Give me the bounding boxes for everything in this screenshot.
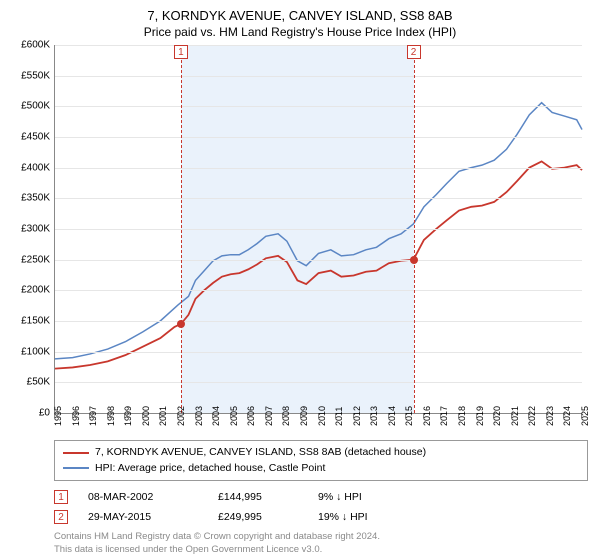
header: 7, KORNDYK AVENUE, CANVEY ISLAND, SS8 8A…	[12, 8, 588, 39]
plot-area: 12	[54, 45, 582, 414]
page-subtitle: Price paid vs. HM Land Registry's House …	[12, 25, 588, 39]
x-tick-label: 2021	[510, 406, 520, 426]
y-tick-label: £100K	[21, 346, 50, 357]
event-marker: 2	[407, 45, 421, 59]
x-tick-label: 2002	[176, 406, 186, 426]
sale-date: 29-MAY-2015	[88, 511, 198, 523]
legend: 7, KORNDYK AVENUE, CANVEY ISLAND, SS8 8A…	[54, 440, 588, 482]
gridline	[55, 352, 582, 353]
gridline	[55, 106, 582, 107]
sale-point-icon	[177, 320, 185, 328]
gridline	[55, 45, 582, 46]
y-tick-label: £600K	[21, 40, 50, 51]
event-marker: 1	[174, 45, 188, 59]
footer: Contains HM Land Registry data © Crown c…	[54, 531, 588, 556]
x-tick-label: 2018	[457, 406, 467, 426]
y-tick-label: £300K	[21, 224, 50, 235]
x-tick-label: 2010	[317, 406, 327, 426]
footer-line-2: This data is licensed under the Open Gov…	[54, 544, 588, 556]
x-tick-label: 2024	[562, 406, 572, 426]
x-tick-label: 2012	[352, 406, 362, 426]
x-tick-label: 2017	[439, 406, 449, 426]
gridline	[55, 137, 582, 138]
x-tick-label: 1995	[53, 406, 63, 426]
sale-row: 1 08-MAR-2002 £144,995 9% ↓ HPI	[54, 487, 588, 507]
x-tick-label: 2016	[422, 406, 432, 426]
y-tick-label: £400K	[21, 162, 50, 173]
legend-label-hpi: HPI: Average price, detached house, Cast…	[95, 461, 325, 477]
x-tick-label: 2014	[387, 406, 397, 426]
x-tick-label: 2015	[404, 406, 414, 426]
x-tick-label: 2004	[211, 406, 221, 426]
legend-swatch-property	[63, 452, 89, 454]
y-tick-label: £0	[39, 408, 50, 419]
y-tick-label: £350K	[21, 193, 50, 204]
sale-badge: 1	[54, 490, 68, 504]
y-tick-label: £50K	[27, 377, 50, 388]
y-axis: £0£50K£100K£150K£200K£250K£300K£350K£400…	[12, 45, 54, 414]
legend-item-property: 7, KORNDYK AVENUE, CANVEY ISLAND, SS8 8A…	[63, 445, 579, 461]
sale-diff: 19% ↓ HPI	[318, 511, 408, 523]
price-chart: £0 £50K £100K £150K £200K £250K £300K £350K £400…	[12, 45, 588, 434]
gridline	[55, 290, 582, 291]
x-tick-label: 1998	[106, 406, 116, 426]
gridline	[55, 260, 582, 261]
gridline	[55, 321, 582, 322]
y-tick-label: £250K	[21, 254, 50, 265]
sale-date: 08-MAR-2002	[88, 491, 198, 503]
event-line	[181, 45, 182, 413]
x-tick-label: 2025	[580, 406, 590, 426]
footer-line-1: Contains HM Land Registry data © Crown c…	[54, 531, 588, 543]
event-line	[414, 45, 415, 413]
x-tick-label: 2005	[229, 406, 239, 426]
sale-price: £249,995	[218, 511, 298, 523]
x-axis: 1995199619971998199920002001200220032004…	[54, 414, 582, 434]
y-tick-label: £500K	[21, 101, 50, 112]
y-tick-label: £450K	[21, 132, 50, 143]
x-tick-label: 2013	[369, 406, 379, 426]
gridline	[55, 229, 582, 230]
x-tick-label: 2020	[492, 406, 502, 426]
x-tick-label: 2001	[158, 406, 168, 426]
y-tick-label: £150K	[21, 316, 50, 327]
x-tick-label: 2023	[545, 406, 555, 426]
sale-diff: 9% ↓ HPI	[318, 491, 408, 503]
x-tick-label: 2019	[475, 406, 485, 426]
x-tick-label: 2009	[299, 406, 309, 426]
sale-row: 2 29-MAY-2015 £249,995 19% ↓ HPI	[54, 507, 588, 527]
sales-table: 1 08-MAR-2002 £144,995 9% ↓ HPI 2 29-MAY…	[54, 487, 588, 527]
legend-item-hpi: HPI: Average price, detached house, Cast…	[63, 461, 579, 477]
y-tick-label: £550K	[21, 70, 50, 81]
y-tick-label: £200K	[21, 285, 50, 296]
sale-price: £144,995	[218, 491, 298, 503]
x-tick-label: 2007	[264, 406, 274, 426]
gridline	[55, 168, 582, 169]
x-tick-label: 2011	[334, 406, 344, 425]
x-tick-label: 2008	[281, 406, 291, 426]
x-tick-label: 2022	[527, 406, 537, 426]
sale-point-icon	[410, 256, 418, 264]
x-tick-label: 2000	[141, 406, 151, 426]
x-tick-label: 2006	[246, 406, 256, 426]
gridline	[55, 76, 582, 77]
page-title: 7, KORNDYK AVENUE, CANVEY ISLAND, SS8 8A…	[12, 8, 588, 23]
x-tick-label: 1997	[88, 406, 98, 426]
legend-label-property: 7, KORNDYK AVENUE, CANVEY ISLAND, SS8 8A…	[95, 445, 426, 461]
x-tick-label: 1996	[71, 406, 81, 426]
gridline	[55, 382, 582, 383]
gridline	[55, 198, 582, 199]
x-tick-label: 2003	[194, 406, 204, 426]
x-tick-label: 1999	[123, 406, 133, 426]
sale-badge: 2	[54, 510, 68, 524]
legend-swatch-hpi	[63, 467, 89, 469]
